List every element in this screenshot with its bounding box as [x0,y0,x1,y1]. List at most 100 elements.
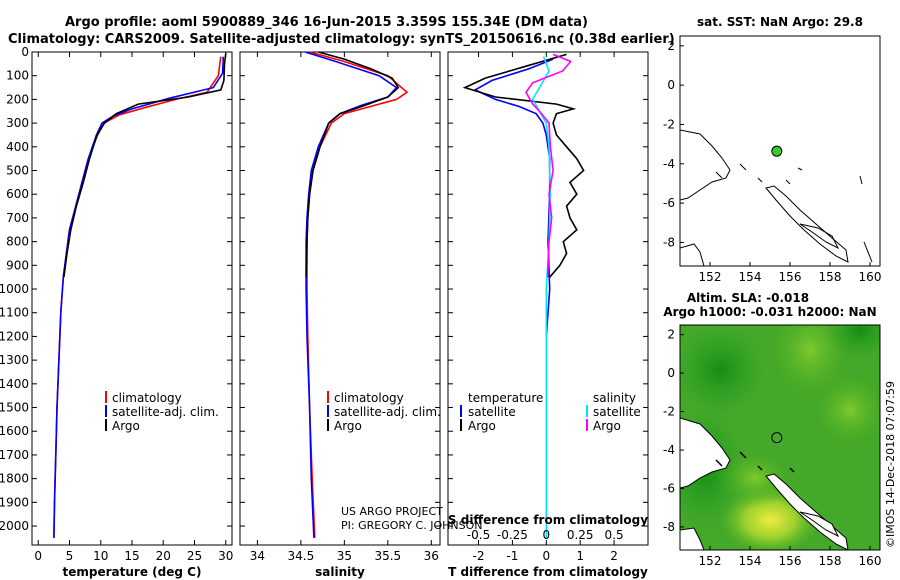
sla-lat-label: -6 [663,481,675,495]
sal-x-tick-label: 34 [250,549,265,563]
salinity-panel: 34 34.5 35 35.5 36 salinity climatology sate… [239,51,482,579]
header-line-1: Argo profile: aoml 5900889_346 16-Jun-20… [65,15,588,30]
sla-lon-label: 160 [859,554,882,568]
difference-top-x-label: S difference from climatology [448,513,648,527]
temp-series-argo [63,53,227,278]
sst-lat-label: -4 [663,157,675,171]
temp-x-tick-label: 0 [34,549,42,563]
legend-swatch-s-argo [586,419,588,431]
imos-stamp: ©IMOS 14-Dec-2018 07:07:59 [884,381,897,548]
diff-x-tick-label: -2 [473,549,485,563]
diff-top-tick-label: 0 [542,528,550,542]
depth-tick-label: 800 [6,235,29,249]
legend-label-s-sat: satellite [593,405,641,419]
legend-swatch-t-sat [460,405,462,417]
depth-tick-label: 400 [6,140,29,154]
diff-top-tick-label: -0.25 [497,528,528,542]
sst-lat-label: -6 [663,196,675,210]
temp-x-tick-label: 5 [66,549,74,563]
legend-swatch-argo [327,419,329,431]
sst-lat-label: -8 [663,235,675,249]
legend-label-argo: Argo [334,419,362,433]
temperature-x-label: temperature (deg C) [63,565,202,579]
depth-tick-label: 600 [6,187,29,201]
depth-tick-label: 1800 [0,472,29,486]
depth-tick-label: 1700 [0,448,29,462]
depth-tick-label: 300 [6,116,29,130]
legend-label-sat: satellite-adj. clim. [334,405,441,419]
depth-tick-label: 1500 [0,401,29,415]
legend-swatch-clim [105,391,107,403]
diff-series-s-satellite [531,56,552,538]
sal-x-tick-label: 35 [337,549,352,563]
sst-lat-label: -2 [663,117,675,131]
legend-title-temperature: temperature [468,391,543,405]
sst-lon-label: 152 [699,270,722,284]
difference-panel: -2 -1 0 1 2 -0.5 -0.25 0 0.25 0.5 S difference f… [447,51,649,579]
depth-tick-label: 200 [6,92,29,106]
sla-argo-location-marker [771,432,783,444]
sla-lat-label: -4 [663,443,675,457]
diff-top-tick-label: 0.25 [567,528,594,542]
temp-x-tick-label: 20 [156,549,171,563]
legend-swatch-argo [105,419,107,431]
sla-lon-label: 152 [699,554,722,568]
sst-lat-label: 0 [667,78,675,92]
legend-swatch-clim [327,391,329,403]
depth-tick-label: 1200 [0,329,29,343]
temp-x-tick-label: 10 [93,549,108,563]
difference-legend: temperature salinity satellite Argo sate… [460,391,641,433]
diff-series-t-satellite [473,58,554,538]
salinity-x-label: salinity [315,565,365,579]
diff-x-tick-label: 1 [576,549,584,563]
salinity-axes [239,51,441,546]
difference-axes [447,51,649,546]
legend-label-argo: Argo [112,419,140,433]
sla-lat-label: 0 [667,366,675,380]
sla-lat-label: -8 [663,520,675,534]
sst-lon-label: 160 [859,270,882,284]
legend-label-clim: climatology [112,391,182,405]
sla-lon-label: 156 [779,554,802,568]
sla-map-title-1: Altim. SLA: -0.018 [687,291,809,305]
diff-top-tick-label: -0.5 [467,528,490,542]
sst-lat-label: 2 [667,39,675,53]
sla-lat-label: 2 [667,328,675,342]
temperature-legend: climatology satellite-adj. clim. Argo [105,391,219,433]
sst-map-panel: sat. SST: NaN Argo: 29.8 152 154 156 158 160… [663,15,881,284]
diff-x-tick-label: -1 [506,549,518,563]
sal-x-tick-label: 35.5 [374,549,401,563]
depth-tick-label: 1000 [0,282,29,296]
credit-line-2: PI: GREGORY C. JOHNSON [341,519,482,532]
depth-tick-label: 700 [6,211,29,225]
depth-tick-label: 900 [6,258,29,272]
temp-series-satellite-adj-clim- [53,56,225,538]
legend-swatch-s-sat [586,405,588,417]
sla-lon-label: 154 [739,554,762,568]
depth-tick-label: 100 [6,69,29,83]
depth-tick-label: 1600 [0,424,29,438]
legend-label-sat: satellite-adj. clim. [112,405,219,419]
legend-label-t-argo: Argo [468,419,496,433]
sla-map-title-2: Argo h1000: -0.031 h2000: NaN [663,305,876,319]
temperature-panel: 0100200300400500600700800900100011001200… [0,45,233,579]
diff-top-tick-label: 0.5 [605,528,624,542]
sla-heatmap [680,325,880,550]
depth-tick-label: 500 [6,164,29,178]
sst-coastline [680,129,873,266]
temp-x-tick-label: 25 [187,549,202,563]
legend-label-clim: climatology [334,391,404,405]
legend-swatch-t-argo [460,419,462,431]
legend-swatch-sat [327,405,329,417]
sst-lon-label: 156 [779,270,802,284]
diff-x-tick-label: 2 [610,549,618,563]
sal-x-tick-label: 34.5 [288,549,315,563]
diff-x-tick-label: 0 [542,549,550,563]
temp-x-tick-label: 15 [124,549,139,563]
sst-lon-label: 158 [819,270,842,284]
legend-swatch-sat [105,405,107,417]
diff-series-t-argo [462,53,585,278]
sst-map-title: sat. SST: NaN Argo: 29.8 [697,15,863,29]
temp-series-climatology [53,56,222,538]
